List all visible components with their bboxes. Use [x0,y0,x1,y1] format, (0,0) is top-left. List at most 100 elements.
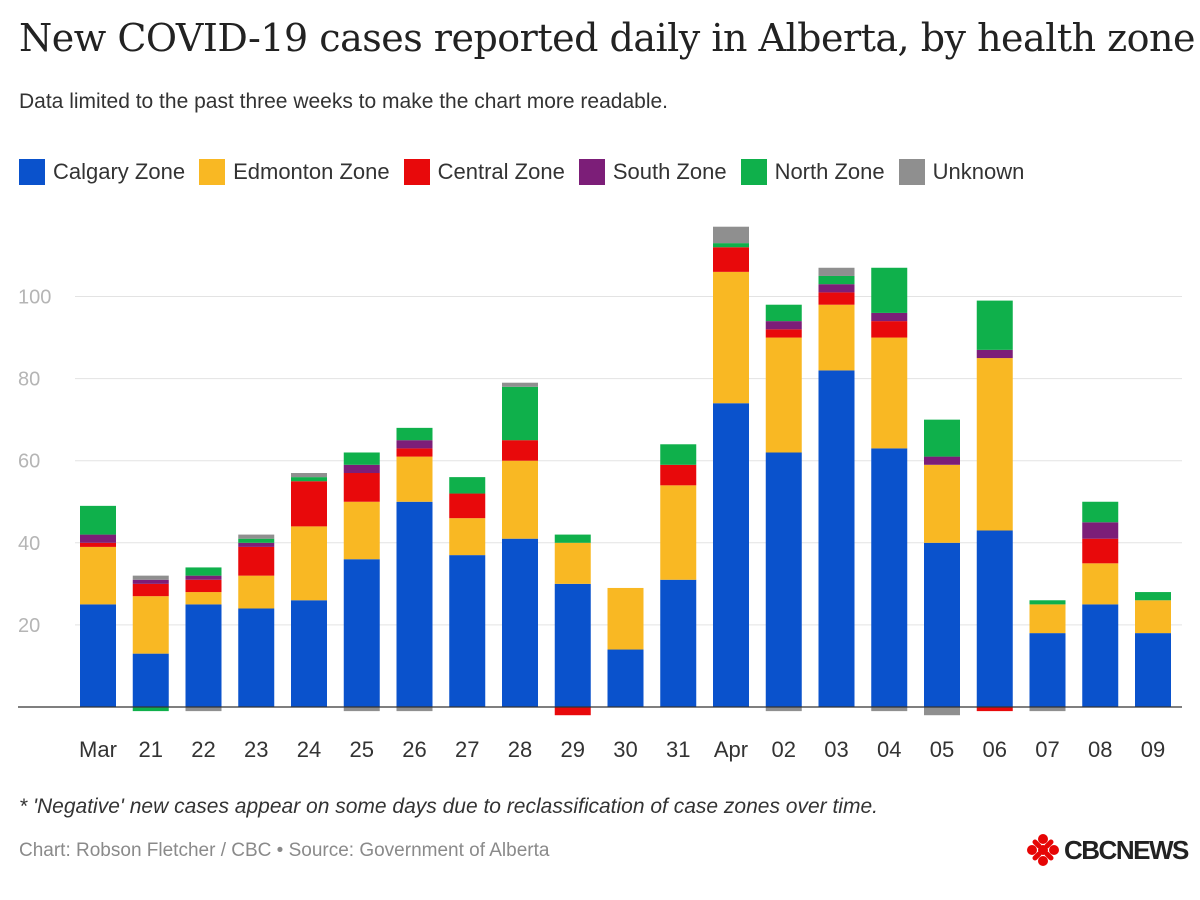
tick-labels: 20 40 60 80 100 Mar 21 22 23 24 25 26 27 28 29 30 31 Apr 0… [18,287,1165,763]
bar-central-zone-31 [660,464,697,486]
bar-calgary-zone-28 [502,538,538,707]
bar-north-zone-04 [871,267,908,313]
x-tick-label: 23 [244,737,268,762]
bar-north-zone-mar [80,505,116,535]
bar-unknown-03 [818,267,855,276]
x-tick-label: 05 [930,737,954,762]
bar-unknown-05 [924,707,960,716]
bar-north-zone-31 [660,444,697,465]
y-tick-label: 40 [18,533,40,555]
bar-north-zone-26 [396,427,433,441]
bar-north-zone-24 [291,477,327,482]
bar-central-zone-08 [1082,538,1119,564]
bar-edmonton-zone-27 [449,518,486,556]
bar-edmonton-zone-25 [343,501,380,560]
legend-item-edmonton-zone: Edmonton Zone [199,159,390,185]
bar-central-zone-21 [132,583,169,597]
logo-text: CBCNEWS [1064,834,1189,865]
bar-central-zone-25 [343,473,380,502]
bar-central-zone-02 [765,329,802,338]
bar-calgary-zone-21 [132,653,169,707]
legend-item-south-zone: South Zone [578,159,727,185]
legend-item-unknown: Unknown [898,159,1024,185]
bar-calgary-zone-30 [607,649,644,707]
bar-edmonton-zone-mar [80,546,116,605]
footnote: * 'Negative' new cases appear on some da… [19,795,878,818]
bar-calgary-zone-22 [185,604,222,708]
bar-central-zone-26 [396,448,433,457]
bar-north-zone-09 [1135,592,1171,601]
bar-north-zone-03 [818,275,855,285]
y-tick-label: 100 [18,287,51,309]
x-tick-label: 08 [1088,737,1112,762]
bar-unknown-21 [132,575,169,580]
x-tick-label: 30 [613,737,637,762]
bar-edmonton-zone-04 [871,337,908,449]
bar-edmonton-zone-05 [924,464,960,543]
bar-central-zone-22 [185,579,222,593]
legend-label: Central Zone [437,159,565,184]
y-tick-label: 20 [18,615,40,637]
bar-calgary-zone-08 [1082,604,1119,708]
cbc-gem-icon [1027,834,1059,866]
bar-calgary-zone-03 [818,370,855,707]
bar-unknown-apr [713,226,749,244]
bar-central-zone-04 [871,321,908,338]
legend-item-central-zone: Central Zone [403,159,565,185]
x-tick-label: Apr [714,737,748,762]
x-tick-label: 07 [1035,737,1059,762]
bar-edmonton-zone-21 [132,596,169,654]
chart-subtitle: Data limited to the past three weeks to … [19,90,669,113]
bar-south-zone-mar [80,534,116,543]
bar-unknown-07 [1029,707,1066,712]
bar-unknown-26 [396,707,433,712]
bar-calgary-zone-apr [713,403,749,707]
bar-central-zone-28 [502,440,538,461]
bar-unknown-04 [871,707,908,712]
bar-calgary-zone-07 [1029,633,1066,707]
bar-north-zone-07 [1029,600,1066,605]
chart-legend: Calgary Zone Edmonton Zone Central Zone Sou… [19,157,1038,187]
x-tick-label: 09 [1141,737,1165,762]
credit-line: Chart: Robson Fletcher / CBC • Source: G… [19,840,550,861]
bar-edmonton-zone-24 [291,526,327,601]
bar-central-zone-03 [818,292,855,305]
x-tick-label: 26 [402,737,426,762]
bar-south-zone-25 [343,464,380,474]
bar-south-zone-21 [132,579,169,584]
x-tick-label: 24 [297,737,321,762]
bar-edmonton-zone-07 [1029,604,1066,634]
y-tick-label: 80 [18,369,40,391]
bar-north-zone-28 [502,386,538,441]
bar-calgary-zone-05 [924,542,960,707]
bar-calgary-zone-02 [765,452,802,707]
x-tick-label: 27 [455,737,479,762]
x-tick-label: 29 [561,737,585,762]
bars [80,226,1171,716]
legend-swatch [19,159,45,185]
bar-edmonton-zone-09 [1135,600,1171,634]
bar-unknown-28 [502,382,538,387]
bar-central-zone-06 [976,707,1013,712]
chart-title: New COVID-19 cases reported daily in Alb… [19,16,1196,60]
x-tick-label: 22 [191,737,215,762]
bar-edmonton-zone-28 [502,460,538,539]
bar-calgary-zone-24 [291,600,327,707]
bar-calgary-zone-06 [976,530,1013,708]
y-tick-label: 60 [18,451,40,473]
bar-central-zone-29 [554,707,591,716]
legend-item-calgary-zone: Calgary Zone [19,159,185,185]
legend-swatch [199,159,226,185]
bar-unknown-23 [238,534,275,539]
bar-south-zone-02 [765,321,802,330]
legend-swatch [740,159,767,185]
bar-calgary-zone-09 [1135,633,1171,707]
bar-north-zone-02 [765,304,802,322]
bar-central-zone-24 [291,481,327,527]
bar-north-zone-22 [185,567,222,576]
bar-edmonton-zone-31 [660,485,697,580]
bar-south-zone-22 [185,575,222,580]
x-tick-label: 03 [824,737,848,762]
bar-north-zone-23 [238,538,275,543]
bar-south-zone-05 [924,456,960,465]
